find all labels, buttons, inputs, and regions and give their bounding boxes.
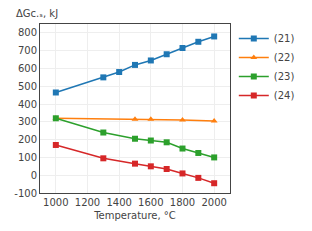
svg-text:1600: 1600 xyxy=(138,197,163,208)
svg-text:300: 300 xyxy=(18,116,37,127)
svg-text:ΔGᴄ.ₛ, kJ: ΔGᴄ.ₛ, kJ xyxy=(16,8,58,19)
svg-text:500: 500 xyxy=(18,81,37,92)
svg-text:1400: 1400 xyxy=(106,197,131,208)
svg-text:0: 0 xyxy=(31,170,37,181)
svg-text:-100: -100 xyxy=(14,188,37,199)
svg-text:1800: 1800 xyxy=(170,197,195,208)
svg-text:Temperature, °C: Temperature, °C xyxy=(93,210,176,221)
svg-text:800: 800 xyxy=(18,27,37,38)
svg-text:(21): (21) xyxy=(274,33,295,44)
svg-text:(24): (24) xyxy=(274,90,295,101)
svg-text:(22): (22) xyxy=(274,52,295,63)
svg-text:700: 700 xyxy=(18,45,37,56)
svg-text:200: 200 xyxy=(18,134,37,145)
svg-text:600: 600 xyxy=(18,63,37,74)
svg-text:100: 100 xyxy=(18,152,37,163)
svg-text:400: 400 xyxy=(18,99,37,110)
svg-text:(23): (23) xyxy=(274,71,295,82)
svg-text:2000: 2000 xyxy=(201,197,226,208)
svg-text:1200: 1200 xyxy=(75,197,100,208)
svg-text:1000: 1000 xyxy=(43,197,68,208)
